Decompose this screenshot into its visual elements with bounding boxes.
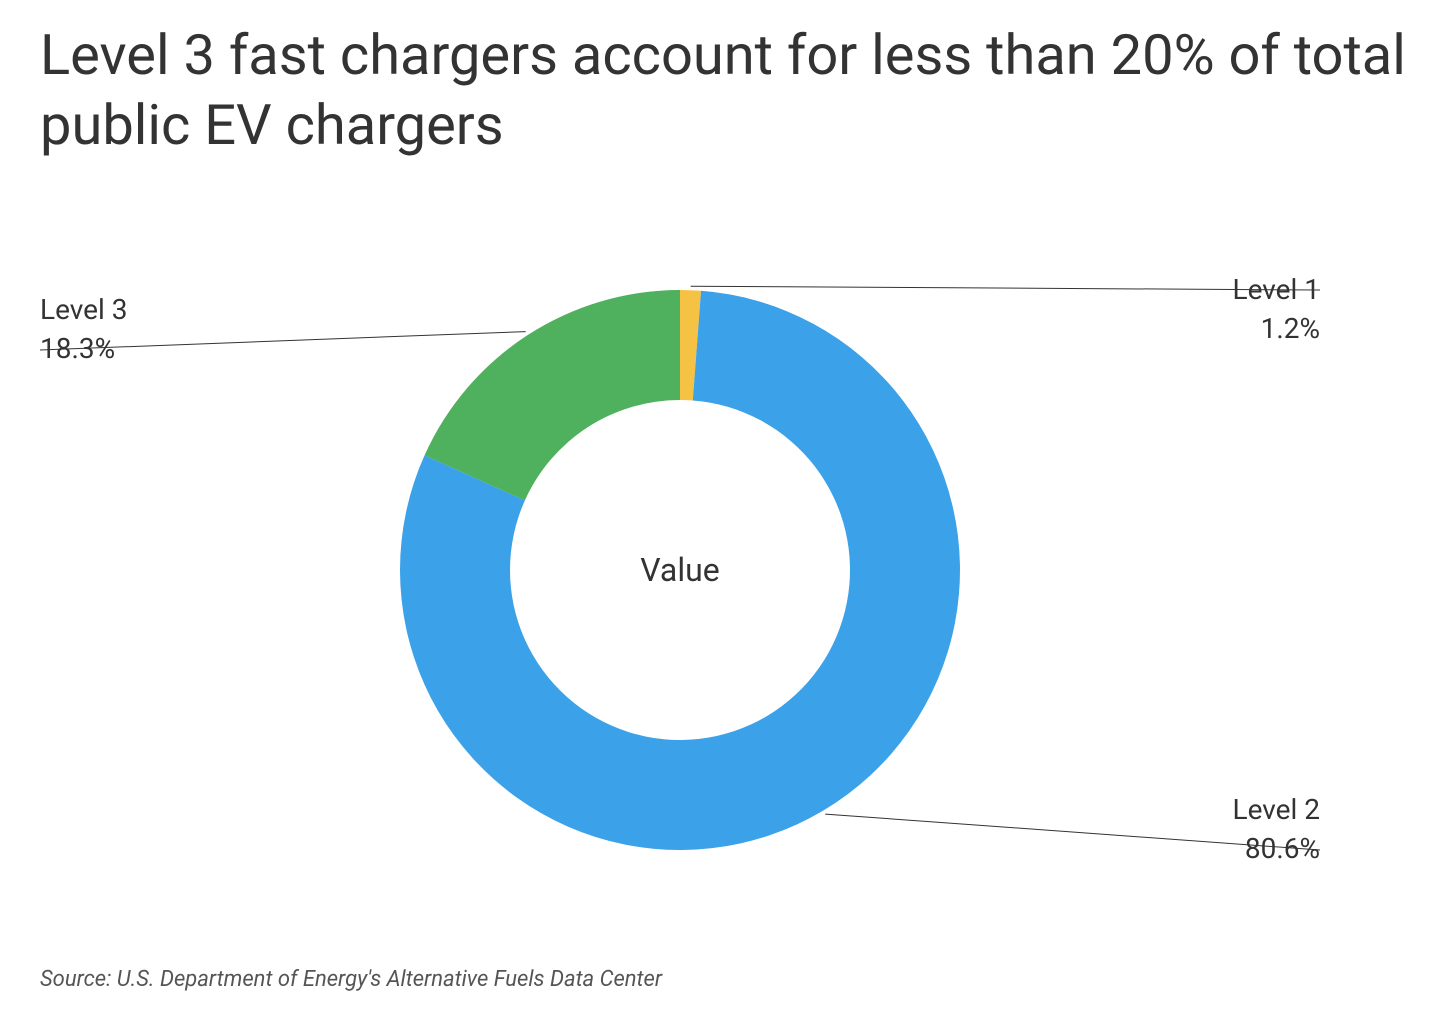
slice-percent: 80.6%	[1233, 829, 1320, 868]
slice-name: Level 3	[40, 290, 127, 329]
slice-name: Level 1	[1233, 270, 1320, 309]
chart-source: Source: U.S. Department of Energy's Alte…	[40, 967, 662, 992]
slice-level-3	[425, 290, 680, 500]
donut-chart: Value Level 11.2%Level 280.6%Level 318.3…	[0, 220, 1450, 920]
slice-percent: 1.2%	[1233, 309, 1320, 348]
slice-label-level-2: Level 280.6%	[1233, 790, 1320, 868]
chart-title: Level 3 fast chargers account for less t…	[40, 20, 1410, 160]
slice-percent: 18.3%	[40, 329, 127, 368]
slice-label-level-1: Level 11.2%	[1233, 270, 1320, 348]
chart-container: Level 3 fast chargers account for less t…	[0, 0, 1450, 1012]
slice-label-level-3: Level 318.3%	[40, 290, 127, 368]
slice-name: Level 2	[1233, 790, 1320, 829]
leader-line	[691, 286, 1320, 290]
